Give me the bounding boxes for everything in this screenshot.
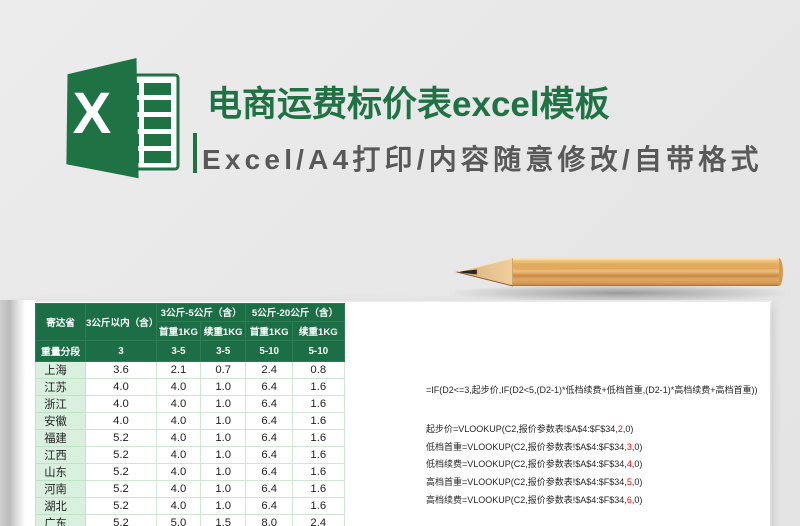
svg-text:X: X xyxy=(73,81,112,146)
